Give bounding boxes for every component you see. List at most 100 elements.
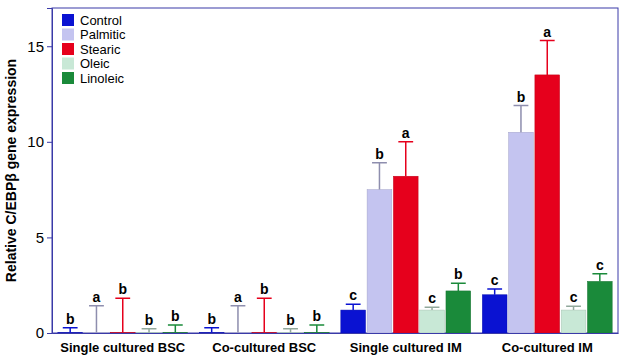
legend-swatch — [62, 29, 74, 41]
error-bar — [540, 41, 555, 75]
bar — [587, 281, 612, 333]
legend-label: Control — [80, 13, 122, 28]
significance-letter: b — [313, 308, 322, 324]
error-bar — [204, 328, 219, 333]
y-tick: 15 — [27, 38, 52, 55]
significance-letter: c — [570, 289, 578, 305]
significance-letter: c — [491, 272, 499, 288]
series-3 — [137, 306, 586, 333]
significance-letter: b — [145, 312, 154, 328]
error-bar — [309, 325, 324, 333]
significance-letter: a — [402, 125, 410, 141]
legend-entry: Linoleic — [62, 71, 125, 86]
legend-label: Oleic — [80, 56, 110, 71]
legend-swatch — [62, 72, 74, 84]
error-bar — [487, 289, 502, 295]
x-tick: Co-cultured BSC — [212, 333, 317, 355]
legend-entry: Oleic — [62, 56, 110, 71]
x-tick-label: Single cultured BSC — [60, 340, 186, 355]
legend-entry: Palmitic — [62, 27, 126, 42]
error-bar — [514, 106, 529, 133]
x-tick-label: Co-cultured IM — [502, 340, 593, 355]
error-bar — [142, 329, 157, 333]
legend-entry: Control — [62, 13, 122, 28]
significance-letter: a — [93, 289, 101, 305]
y-axis: 0 5 10 15 — [27, 9, 52, 342]
bar — [420, 310, 445, 333]
chart: 0 5 10 15 Single cultured BSC Co-cultured BSC… — [0, 0, 624, 361]
legend-label: Palmitic — [80, 27, 126, 42]
y-tick-label: 0 — [36, 324, 44, 341]
error-bar — [231, 306, 246, 333]
bar — [561, 310, 586, 333]
series-4 — [163, 274, 612, 333]
significance-letter: c — [428, 290, 436, 306]
significance-letter: b — [286, 312, 295, 328]
marks — [58, 41, 612, 334]
legend: ControlPalmiticStearicOleicLinoleic — [62, 13, 126, 86]
bar — [482, 295, 507, 333]
legend-swatch — [62, 43, 74, 55]
bar — [393, 176, 418, 333]
bar — [446, 291, 471, 333]
plot-frame — [52, 8, 618, 333]
significance-letter: b — [171, 308, 180, 324]
error-bar — [168, 325, 183, 333]
error-bar — [283, 329, 298, 333]
significance-letter: b — [207, 311, 216, 327]
y-tick-label: 5 — [36, 229, 44, 246]
significance-letter: a — [543, 24, 551, 40]
x-tick-label: Single cultured IM — [350, 340, 462, 355]
error-bar — [115, 298, 130, 332]
significance-letter: a — [234, 289, 242, 305]
bar — [341, 310, 366, 333]
series-2 — [110, 41, 559, 334]
significance-letter: c — [596, 257, 604, 273]
plot: 0 5 10 15 Single cultured BSC Co-cultured BSC… — [27, 8, 618, 355]
legend-label: Linoleic — [80, 71, 125, 86]
series-1 — [84, 106, 533, 334]
bar — [367, 190, 392, 333]
error-bar — [372, 163, 387, 190]
x-tick: Single cultured IM — [350, 333, 462, 355]
y-tick: 0 — [36, 324, 52, 341]
y-tick: 5 — [36, 229, 52, 246]
legend-label: Stearic — [80, 42, 121, 57]
x-axis-line — [53, 333, 619, 334]
x-tick: Single cultured BSC — [60, 333, 186, 355]
legend-entry: Stearic — [62, 42, 121, 57]
y-tick-mark — [47, 46, 52, 47]
y-axis-title: Relative C/EBPβ gene expression — [3, 59, 19, 282]
significance-letter: c — [349, 287, 357, 303]
bar — [509, 132, 534, 333]
error-bar — [592, 274, 607, 282]
legend-swatch — [62, 58, 74, 70]
error-bar — [63, 328, 78, 333]
y-tick-label: 15 — [27, 38, 44, 55]
y-tick-label: 10 — [27, 133, 44, 150]
significance-letter: b — [517, 89, 526, 105]
significance-letter: b — [118, 281, 127, 297]
error-bar — [566, 306, 581, 310]
y-tick-mark — [47, 333, 52, 334]
error-bar — [425, 307, 440, 310]
error-bar — [451, 283, 466, 291]
significance-letter: b — [375, 146, 384, 162]
bar — [535, 75, 560, 333]
x-tick: Co-cultured IM — [502, 333, 593, 355]
significance-letter: b — [260, 281, 269, 297]
y-tick-mark — [47, 142, 52, 143]
legend-swatch — [62, 14, 74, 26]
y-axis-line — [47, 9, 53, 334]
error-bar — [257, 298, 272, 332]
x-tick-label: Co-cultured BSC — [212, 340, 317, 355]
significance-letters: b b c c a a b b b b a a b b c c b b b c — [66, 24, 604, 328]
x-axis: Single cultured BSC Co-cultured BSC Single… — [53, 333, 619, 355]
y-tick: 10 — [27, 133, 52, 150]
error-bar — [346, 304, 361, 310]
error-bar — [398, 142, 413, 176]
y-tick-mark — [47, 237, 52, 238]
significance-letter: b — [66, 311, 75, 327]
error-bar — [89, 306, 104, 333]
significance-letter: b — [454, 266, 463, 282]
